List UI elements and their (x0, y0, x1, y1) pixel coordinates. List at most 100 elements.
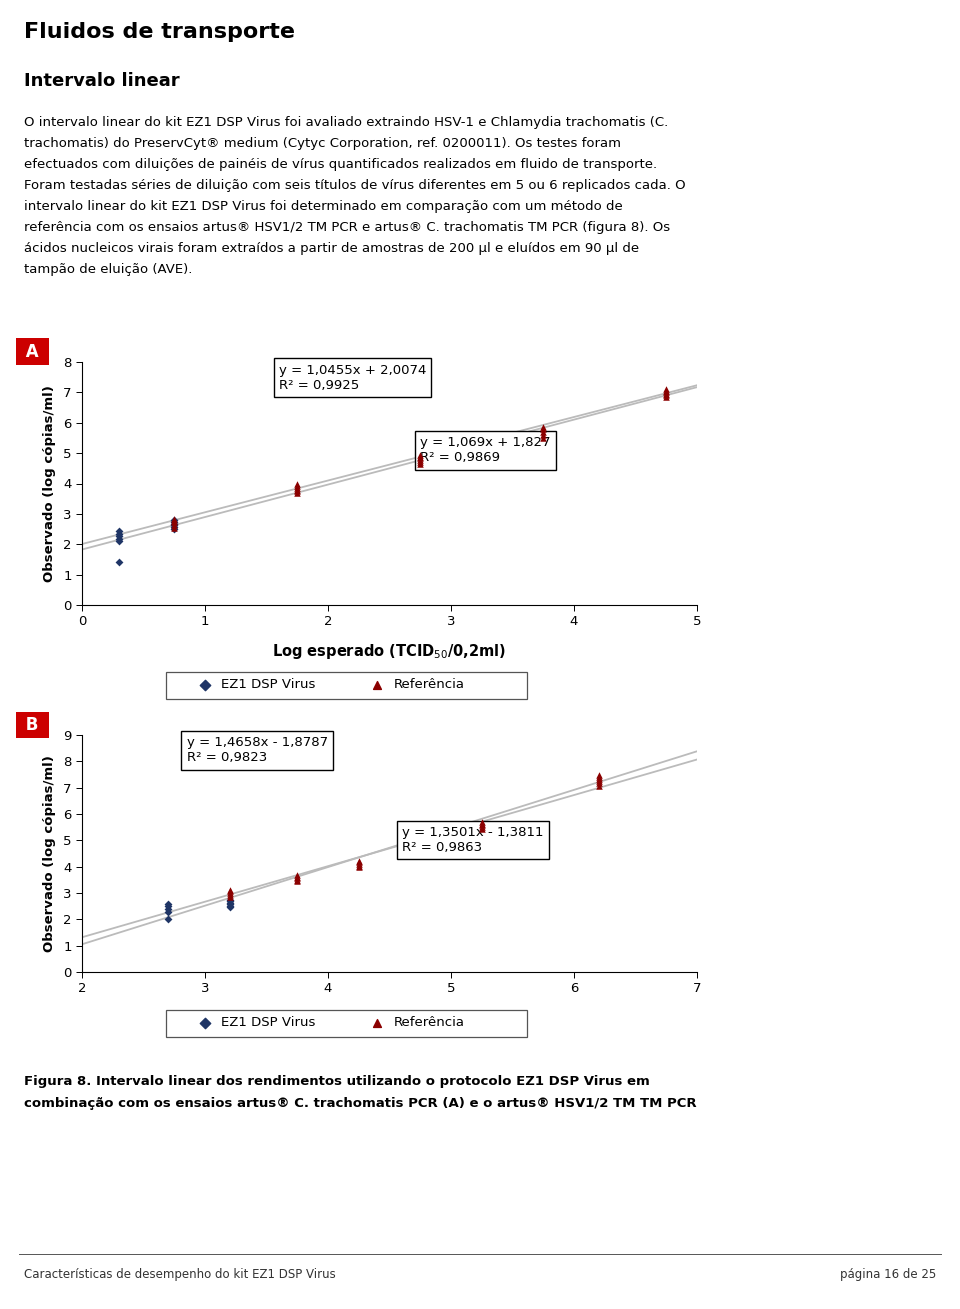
Point (160, 894, 176, 915)
Point (591, 771, 607, 792)
Point (591, 775, 607, 796)
Text: Intervalo linear: Intervalo linear (24, 72, 180, 90)
Point (197, 1013, 212, 1034)
Point (351, 852, 367, 873)
Point (351, 856, 367, 877)
Text: Características de desempenho do kit EZ1 DSP Virus: Características de desempenho do kit EZ1… (24, 1268, 336, 1282)
Point (167, 508, 182, 529)
Point (591, 768, 607, 789)
Point (167, 514, 182, 535)
Point (290, 867, 305, 888)
Text: Referência: Referência (394, 678, 465, 691)
Point (222, 885, 237, 906)
Point (536, 424, 551, 445)
Point (290, 870, 305, 891)
Point (167, 513, 182, 534)
Point (111, 526, 127, 547)
Point (167, 512, 182, 533)
Point (167, 512, 182, 533)
Point (222, 893, 237, 914)
Point (290, 479, 305, 500)
Text: O intervalo linear do kit EZ1 DSP Virus foi avaliado extraindo HSV-1 e Chlamydia: O intervalo linear do kit EZ1 DSP Virus … (24, 117, 668, 130)
Point (222, 894, 237, 915)
Point (160, 895, 176, 916)
Point (413, 446, 428, 467)
Point (591, 764, 607, 785)
Point (413, 448, 428, 469)
Point (290, 478, 305, 499)
Point (167, 518, 182, 539)
Point (160, 899, 176, 920)
Point (222, 897, 237, 918)
Point (290, 483, 305, 504)
Point (222, 895, 237, 916)
Point (474, 814, 490, 835)
Point (536, 419, 551, 440)
Point (222, 886, 237, 907)
Point (222, 881, 237, 902)
Text: tampão de eluição (AVE).: tampão de eluição (AVE). (24, 263, 192, 276)
Text: EZ1 DSP Virus: EZ1 DSP Virus (222, 678, 316, 691)
Point (290, 868, 305, 889)
Point (591, 767, 607, 788)
Text: intervalo linear do kit EZ1 DSP Virus foi determinado em comparação com um métod: intervalo linear do kit EZ1 DSP Virus fo… (24, 200, 623, 213)
Text: y = 1,3501x - 1,3811
R² = 0,9863: y = 1,3501x - 1,3811 R² = 0,9863 (402, 826, 543, 853)
Point (591, 772, 607, 793)
Point (111, 521, 127, 542)
Point (222, 880, 237, 901)
Text: Foram testadas séries de diluição com seis títulos de vírus diferentes em 5 ou 6: Foram testadas séries de diluição com se… (24, 179, 685, 192)
Point (536, 428, 551, 449)
Point (659, 381, 674, 402)
FancyBboxPatch shape (166, 672, 527, 699)
Text: y = 1,4658x - 1,8787
R² = 0,9823: y = 1,4658x - 1,8787 R² = 0,9823 (186, 737, 327, 764)
Point (536, 416, 551, 437)
Point (167, 511, 182, 531)
Point (111, 529, 127, 550)
Point (222, 890, 237, 911)
Text: B: B (20, 716, 44, 734)
Text: Figura 8. Intervalo linear dos rendimentos utilizando o protocolo EZ1 DSP Virus : Figura 8. Intervalo linear dos rendiment… (24, 1075, 650, 1088)
Point (474, 813, 490, 834)
Point (222, 891, 237, 912)
Text: referência com os ensaios artus® HSV1/2 TM PCR e artus® C. trachomatis TM PCR (f: referência com os ensaios artus® HSV1/2 … (24, 221, 670, 234)
Point (351, 851, 367, 872)
Point (659, 382, 674, 403)
Point (369, 674, 384, 695)
Text: y = 1,0455x + 2,0074
R² = 0,9925: y = 1,0455x + 2,0074 R² = 0,9925 (278, 364, 426, 391)
Y-axis label: Observado (log cópias/ml): Observado (log cópias/ml) (43, 385, 56, 583)
Point (290, 474, 305, 495)
Point (413, 445, 428, 466)
Point (167, 509, 182, 530)
Point (474, 817, 490, 838)
Text: trachomatis) do PreservCyt® medium (Cytyc Corporation, ref. 0200011). Os testes : trachomatis) do PreservCyt® medium (Cyty… (24, 137, 621, 151)
Text: Referência: Referência (394, 1017, 465, 1029)
Point (413, 449, 428, 470)
Text: efectuados com diluições de painéis de vírus quantificados realizados em fluido : efectuados com diluições de painéis de v… (24, 158, 658, 171)
Point (413, 453, 428, 474)
Point (413, 452, 428, 473)
Point (351, 855, 367, 876)
Point (290, 865, 305, 886)
Point (167, 514, 182, 535)
Point (659, 384, 674, 404)
Text: Fluidos de transporte: Fluidos de transporte (24, 22, 295, 42)
Text: A: A (20, 343, 45, 360)
Point (536, 421, 551, 442)
Point (167, 517, 182, 538)
Text: combinação com os ensaios artus® C. trachomatis PCR (A) e o artus® HSV1/2 TM TM : combinação com os ensaios artus® C. trac… (24, 1097, 697, 1110)
Point (474, 812, 490, 833)
Point (197, 674, 212, 695)
Point (474, 818, 490, 839)
Point (290, 475, 305, 496)
Text: página 16 de 25: página 16 de 25 (840, 1268, 936, 1282)
Point (369, 1013, 384, 1034)
Y-axis label: Observado (log cópias/ml): Observado (log cópias/ml) (43, 755, 56, 952)
Point (659, 385, 674, 406)
X-axis label: Log esperado (TCID$_{50}$/0,2ml): Log esperado (TCID$_{50}$/0,2ml) (273, 1009, 507, 1029)
Point (160, 902, 176, 923)
Point (290, 869, 305, 890)
Point (160, 908, 176, 929)
X-axis label: Log esperado (TCID$_{50}$/0,2ml): Log esperado (TCID$_{50}$/0,2ml) (273, 643, 507, 661)
Point (111, 551, 127, 572)
Point (111, 524, 127, 545)
